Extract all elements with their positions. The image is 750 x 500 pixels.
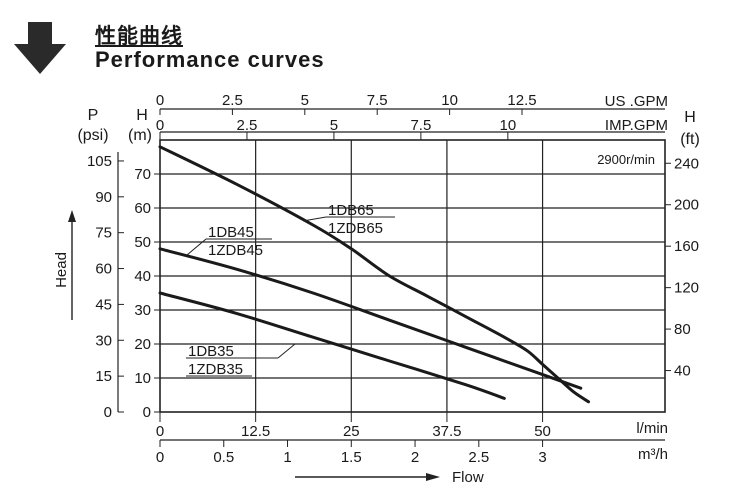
right-h-label: H — [684, 109, 696, 126]
curve-label-1db65: 1DB65 — [328, 202, 374, 219]
head-label: Head — [53, 252, 70, 288]
h-ft-tick-label: 120 — [674, 280, 699, 297]
h-ft-tick-label: 80 — [674, 321, 691, 338]
curve-label-alt-1db65: 1ZDB65 — [328, 220, 383, 237]
us-gpm-tick-label: 12.5 — [507, 92, 536, 109]
m3h-tick-label: 1.5 — [341, 449, 362, 466]
h-ft-ticks: 240 200 160 120 80 40 — [665, 155, 699, 380]
down-arrow-icon — [14, 22, 66, 74]
p-psi-tick-label: 90 — [95, 189, 112, 206]
h-ft-tick-label: 160 — [674, 238, 699, 255]
flow-arrow-icon — [426, 473, 440, 481]
curve-1db35 — [158, 291, 506, 400]
p-psi-tick-label: 15 — [95, 368, 112, 385]
us-gpm-tick-label: 10 — [441, 92, 458, 109]
imp-gpm-label: IMP.GPM — [605, 117, 668, 134]
p-psi-ticks: 105 90 75 60 45 30 15 0 — [87, 153, 124, 421]
us-gpm-ticks: 0 2.5 5 7.5 10 12.5 — [156, 92, 537, 115]
imp-gpm-tick-label: 7.5 — [410, 117, 431, 134]
us-gpm-tick-label: 2.5 — [222, 92, 243, 109]
m3h-tick-label: 2 — [411, 449, 419, 466]
chart-grid — [160, 140, 665, 412]
p-psi-tick-label: 105 — [87, 153, 112, 170]
bottom-axes: 0 12.5 25 37.5 50 0 0.5 1 1.5 2 2.5 3 l/min m³/h F… — [156, 412, 668, 486]
m3h-tick-label: 3 — [538, 449, 546, 466]
us-gpm-tick-label: 7.5 — [367, 92, 388, 109]
performance-curves — [158, 145, 590, 404]
lmin-tick-label: 25 — [343, 423, 360, 440]
m3h-tick-label: 2.5 — [468, 449, 489, 466]
m3h-ticks: 0 0.5 1 1.5 2 2.5 3 — [156, 440, 547, 466]
lmin-tick-label: 0 — [156, 423, 164, 440]
lmin-tick-label: 12.5 — [241, 423, 270, 440]
h-m-tick-label: 50 — [134, 234, 151, 251]
h-m-tick-label: 40 — [134, 268, 151, 285]
m3h-label: m³/h — [638, 446, 668, 463]
h-ft-tick-label: 200 — [674, 197, 699, 214]
curve-label-1db45: 1DB45 — [208, 224, 254, 241]
right-axis: H (ft) 240 200 160 120 80 40 — [665, 109, 700, 380]
h-m-tick-label: 20 — [134, 336, 151, 353]
flow-label: Flow — [452, 469, 484, 486]
speed-note: 2900r/min — [597, 152, 655, 167]
us-gpm-tick-label: 0 — [156, 92, 164, 109]
p-axis-label: P — [88, 107, 99, 124]
h-ft-tick-label: 240 — [674, 155, 699, 172]
h-m-tick-label: 30 — [134, 302, 151, 319]
top-axes: 0 2.5 5 7.5 10 12.5 0 2.5 5 7.5 10 US .GPM IMP.GP… — [156, 92, 668, 140]
p-psi-tick-label: 30 — [95, 332, 112, 349]
right-h-unit: (ft) — [680, 131, 700, 148]
p-psi-tick-label: 60 — [95, 261, 112, 278]
header: 性能曲线 Performance curves — [0, 0, 750, 80]
page-title-english: Performance curves — [95, 47, 325, 72]
curve-1db65 — [158, 145, 590, 404]
h-m-tick-label: 10 — [134, 370, 151, 387]
h-m-tick-label: 0 — [143, 404, 151, 421]
us-gpm-tick-label: 5 — [301, 92, 309, 109]
lmin-ticks: 0 12.5 25 37.5 50 — [156, 412, 551, 440]
curve-label-alt-1db35: 1ZDB35 — [188, 361, 243, 378]
m3h-tick-label: 1 — [283, 449, 291, 466]
left-axes: P (psi) H (m) 105 90 75 60 45 30 15 0 70 60 50 40 3… — [53, 107, 160, 421]
imp-gpm-tick-label: 5 — [330, 117, 338, 134]
page-title-chinese: 性能曲线 — [95, 24, 183, 48]
curve-label-1db35: 1DB35 — [188, 343, 234, 360]
p-axis-unit: (psi) — [77, 127, 108, 144]
lmin-tick-label: 37.5 — [432, 423, 461, 440]
p-psi-tick-label: 45 — [95, 296, 112, 313]
h-m-ticks: 70 60 50 40 30 20 10 0 — [134, 166, 160, 421]
head-arrow-icon — [68, 210, 76, 222]
curve-1db45 — [158, 247, 583, 390]
curve-label-leader — [302, 216, 327, 222]
us-gpm-label: US .GPM — [605, 93, 668, 110]
lmin-tick-label: 50 — [534, 423, 551, 440]
m3h-tick-label: 0 — [156, 449, 164, 466]
imp-gpm-tick-label: 0 — [156, 117, 164, 134]
m3h-tick-label: 0.5 — [213, 449, 234, 466]
imp-gpm-ticks: 0 2.5 5 7.5 10 — [156, 117, 516, 140]
h-ft-tick-label: 40 — [674, 363, 691, 380]
imp-gpm-tick-label: 2.5 — [237, 117, 258, 134]
lmin-label: l/min — [636, 420, 668, 437]
p-psi-tick-label: 0 — [104, 404, 112, 421]
h-axis-label: H — [136, 107, 148, 124]
curve-label-leader — [277, 343, 296, 359]
h-axis-unit: (m) — [128, 127, 152, 144]
h-m-tick-label: 70 — [134, 166, 151, 183]
h-m-tick-label: 60 — [134, 200, 151, 217]
p-psi-tick-label: 75 — [95, 225, 112, 242]
curve-label-leader — [186, 238, 207, 256]
imp-gpm-tick-label: 10 — [499, 117, 516, 134]
curve-label-alt-1db45: 1ZDB45 — [208, 242, 263, 259]
